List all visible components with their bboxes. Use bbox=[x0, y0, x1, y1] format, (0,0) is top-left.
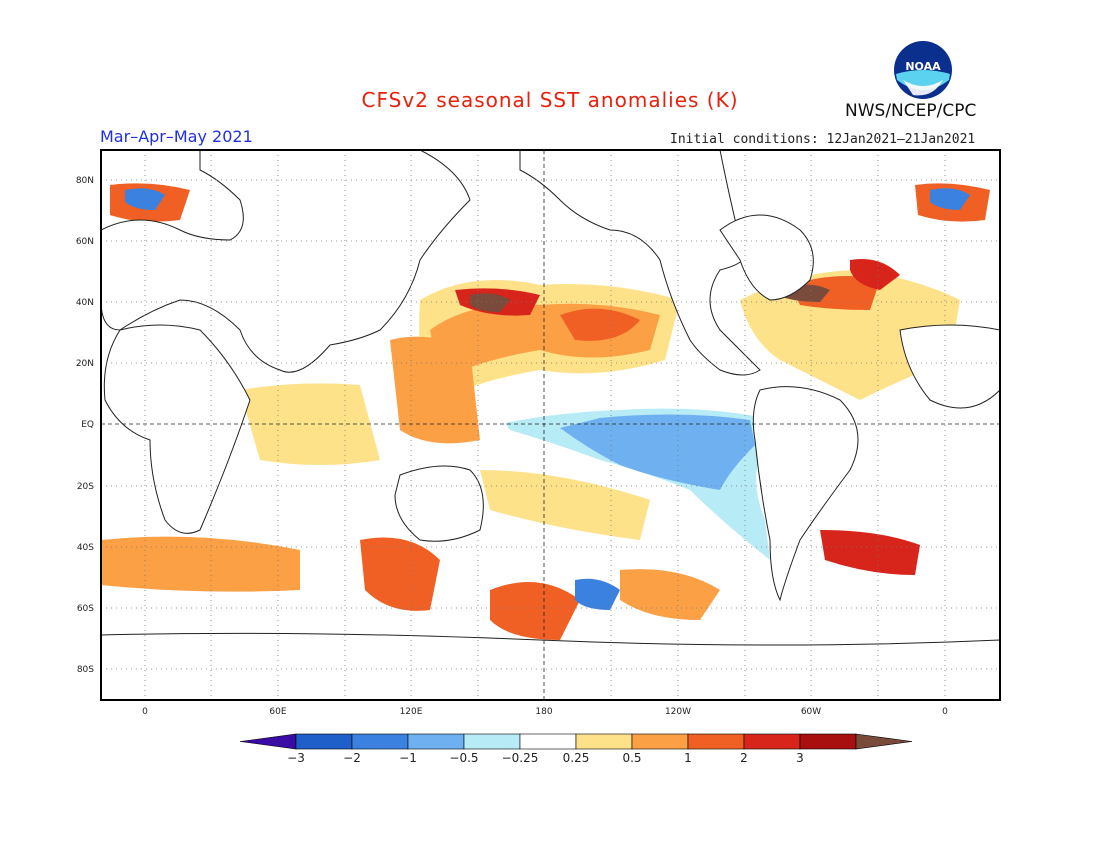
map-gridlines bbox=[101, 150, 1000, 700]
colorbar-swatch bbox=[631, 733, 689, 750]
lat-label: 60S bbox=[77, 604, 94, 614]
season-label: Mar–Apr–May 2021 bbox=[100, 127, 253, 146]
colorbar-swatch bbox=[687, 733, 745, 750]
colorbar-swatch bbox=[295, 733, 353, 750]
lat-label: 80S bbox=[77, 665, 94, 675]
initial-conditions-label: Initial conditions: 12Jan2021–21Jan2021 bbox=[670, 132, 976, 147]
lon-label: 0 bbox=[942, 707, 948, 717]
longitude-labels: 0 60E 120E 180 120W 60W 0 bbox=[142, 707, 948, 717]
colorbar-label: 2 bbox=[740, 751, 748, 765]
colorbar-swatch bbox=[743, 733, 801, 750]
colorbar-label: −1 bbox=[399, 751, 417, 765]
agency-label: NWS/NCEP/CPC bbox=[845, 101, 977, 121]
colorbar-arrow-low bbox=[239, 733, 297, 750]
lat-label: 40N bbox=[76, 298, 94, 308]
lon-label: 0 bbox=[142, 707, 148, 717]
colorbar-arrow-high bbox=[855, 733, 913, 750]
lat-label: 20S bbox=[77, 482, 94, 492]
colorbar-label: 3 bbox=[796, 751, 804, 765]
lat-label: EQ bbox=[81, 420, 94, 430]
colorbar-swatch bbox=[463, 733, 521, 750]
colorbar-swatch bbox=[407, 733, 465, 750]
colorbar-label: 0.5 bbox=[622, 751, 641, 765]
lon-label: 120E bbox=[400, 707, 423, 717]
lat-label: 60N bbox=[76, 237, 94, 247]
colorbar-swatch bbox=[519, 733, 577, 750]
colorbar-swatch bbox=[799, 733, 857, 750]
anomaly-field bbox=[101, 183, 990, 640]
colorbar-label: 1 bbox=[684, 751, 692, 765]
colorbar-swatch bbox=[351, 733, 409, 750]
colorbar: −3 −2 −1 −0.5 −0.25 0.25 0.5 1 2 3 bbox=[239, 733, 913, 765]
colorbar-label: 0.25 bbox=[563, 751, 590, 765]
colorbar-label: −2 bbox=[343, 751, 361, 765]
lat-label: 20N bbox=[76, 359, 94, 369]
latitude-labels: 80N 60N 40N 20N EQ 20S 40S 60S 80S bbox=[76, 176, 94, 675]
lat-label: 40S bbox=[77, 543, 94, 553]
lon-label: 180 bbox=[535, 707, 552, 717]
map-frame bbox=[100, 149, 1001, 701]
colorbar-label: −0.25 bbox=[502, 751, 539, 765]
colorbar-swatch bbox=[575, 733, 633, 750]
continent-outlines bbox=[101, 150, 1000, 700]
lat-label: 80N bbox=[76, 176, 94, 186]
lon-label: 120W bbox=[665, 707, 691, 717]
noaa-logo-icon: NOAA bbox=[894, 41, 952, 99]
lon-label: 60W bbox=[801, 707, 821, 717]
noaa-logo-text: NOAA bbox=[905, 60, 941, 73]
lon-label: 60E bbox=[269, 707, 286, 717]
colorbar-label: −3 bbox=[287, 751, 305, 765]
chart-title: CFSv2 seasonal SST anomalies (K) bbox=[361, 88, 739, 112]
colorbar-label: −0.5 bbox=[449, 751, 478, 765]
